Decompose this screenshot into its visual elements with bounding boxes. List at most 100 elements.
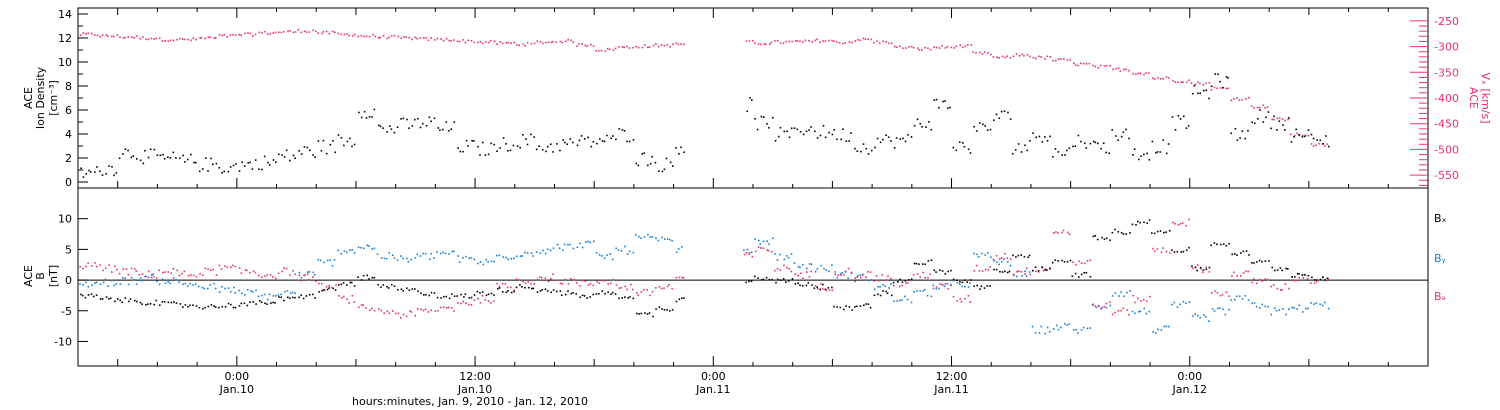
data-point xyxy=(1044,332,1046,335)
data-point xyxy=(1138,311,1140,313)
data-point xyxy=(144,149,146,152)
data-point xyxy=(1266,106,1269,108)
data-point xyxy=(539,252,542,254)
data-point xyxy=(924,277,927,279)
data-point xyxy=(303,30,306,33)
data-point xyxy=(259,300,261,302)
data-point xyxy=(87,32,89,35)
data-point xyxy=(1160,251,1163,254)
data-point xyxy=(210,304,213,306)
data-point xyxy=(760,279,763,281)
data-point xyxy=(393,34,396,37)
data-point xyxy=(661,308,663,310)
data-point xyxy=(127,149,129,152)
data-point xyxy=(1029,55,1031,58)
data-point xyxy=(561,41,564,44)
data-point xyxy=(1026,149,1029,152)
data-point xyxy=(122,37,125,39)
data-point xyxy=(556,143,558,145)
data-point xyxy=(428,116,431,119)
data-point xyxy=(309,149,311,152)
data-point xyxy=(240,34,242,36)
data-point xyxy=(760,115,763,118)
data-point xyxy=(1049,135,1051,138)
data-point xyxy=(569,138,572,140)
data-point xyxy=(1089,327,1091,329)
data-point xyxy=(145,275,147,278)
data-point xyxy=(683,151,685,153)
data-point xyxy=(928,121,930,123)
data-point xyxy=(340,252,343,255)
data-point xyxy=(1160,329,1163,331)
x-tick-label-date: Jan.11 xyxy=(695,383,730,396)
data-point xyxy=(526,143,529,146)
data-point xyxy=(1125,233,1127,235)
data-point xyxy=(533,42,536,45)
legend-bz: Bₔ xyxy=(1434,290,1446,303)
density-axis-title-line3: [cm⁻³] xyxy=(47,80,60,116)
data-point xyxy=(952,146,955,149)
data-point xyxy=(433,292,436,294)
data-point xyxy=(1012,273,1015,276)
data-point xyxy=(139,277,142,279)
data-point xyxy=(108,298,110,300)
data-point xyxy=(1244,295,1247,297)
data-point xyxy=(550,41,553,44)
field-axis-title-line2: B xyxy=(34,272,47,280)
data-point xyxy=(1312,137,1315,140)
data-point xyxy=(465,255,467,258)
data-point xyxy=(453,39,455,41)
data-point xyxy=(145,304,147,306)
data-point xyxy=(510,286,512,289)
data-point xyxy=(200,36,203,39)
data-point xyxy=(224,306,227,308)
data-point xyxy=(1222,308,1224,311)
data-point xyxy=(624,296,626,298)
data-point xyxy=(1253,302,1256,304)
data-point xyxy=(257,295,260,298)
data-point xyxy=(195,305,198,307)
data-point xyxy=(857,39,859,41)
data-point xyxy=(305,31,308,33)
data-point xyxy=(1276,287,1279,290)
data-point xyxy=(1311,276,1313,279)
data-point xyxy=(525,138,527,140)
data-point xyxy=(944,100,946,102)
data-point xyxy=(1261,280,1263,282)
data-point xyxy=(326,259,329,262)
data-point xyxy=(1154,332,1157,334)
data-point xyxy=(671,239,673,242)
data-point xyxy=(822,125,825,127)
data-point xyxy=(771,250,773,253)
data-point xyxy=(79,34,82,36)
data-point xyxy=(440,38,442,40)
data-point xyxy=(596,142,598,145)
x-tick-label-date: Jan.11 xyxy=(933,383,968,396)
data-point xyxy=(464,293,467,295)
data-point xyxy=(635,162,638,165)
data-point xyxy=(528,286,530,289)
data-point xyxy=(94,262,96,264)
data-point xyxy=(136,300,138,303)
data-point xyxy=(518,44,520,47)
data-point xyxy=(542,249,544,252)
data-point xyxy=(1077,64,1079,67)
data-point xyxy=(524,251,526,254)
data-point xyxy=(1148,310,1151,313)
data-point xyxy=(1205,89,1208,92)
data-point xyxy=(264,302,266,305)
data-point xyxy=(567,283,570,285)
data-point xyxy=(139,301,142,304)
data-point xyxy=(1304,135,1306,138)
data-point xyxy=(628,250,631,252)
data-point xyxy=(439,306,442,309)
data-point xyxy=(451,293,453,295)
data-point xyxy=(422,252,424,255)
data-point xyxy=(497,288,499,290)
data-point xyxy=(823,267,825,270)
data-point xyxy=(207,287,209,290)
data-point xyxy=(592,284,595,287)
data-point xyxy=(172,39,175,42)
data-point xyxy=(1268,260,1270,262)
data-point xyxy=(856,276,858,278)
